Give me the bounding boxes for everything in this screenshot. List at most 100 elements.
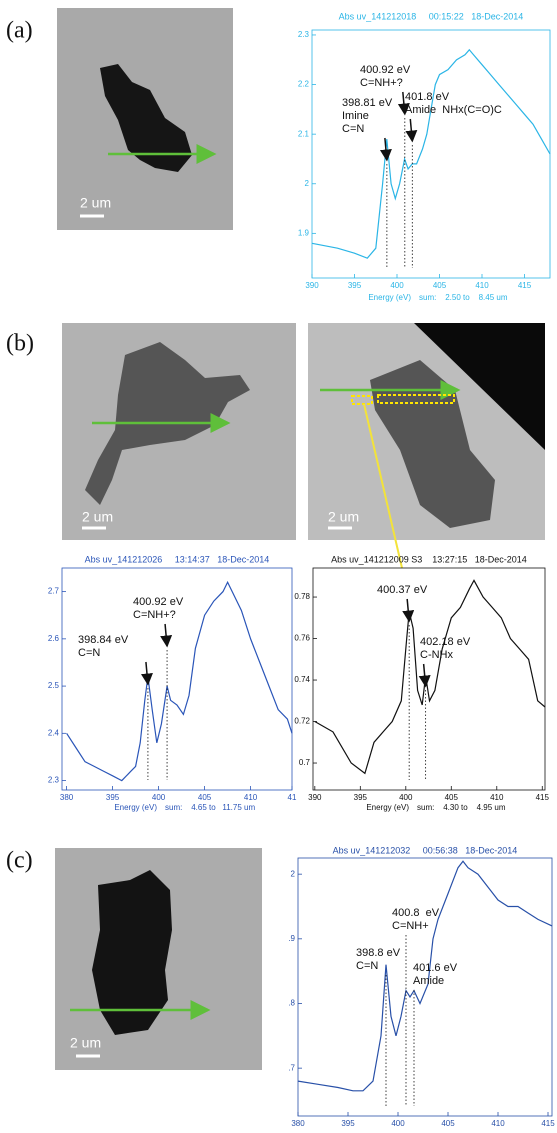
peak-annotation: C=NH+ bbox=[392, 920, 429, 932]
y-tick-label: 2.2 bbox=[298, 80, 310, 89]
x-axis-label: Energy (eV) bbox=[368, 293, 411, 302]
x-tick-label: 410 bbox=[490, 793, 504, 802]
y-tick-label: 2.4 bbox=[48, 728, 60, 737]
peak-annotation: C=N bbox=[78, 647, 100, 659]
spectrum-line bbox=[314, 579, 546, 775]
x-tick-label: 415 bbox=[541, 1119, 555, 1128]
peak-annotation: 398.84 eV bbox=[78, 634, 129, 646]
panel-label: (a) bbox=[6, 18, 33, 44]
x-tick-label: 380 bbox=[291, 1119, 305, 1128]
x-tick-label: 400 bbox=[152, 793, 166, 802]
x-axis-footer: sum: 4.65 to 11.75 um bbox=[165, 803, 255, 812]
panel-label: (b) bbox=[6, 331, 34, 357]
x-axis-label: Energy (eV) bbox=[114, 803, 157, 812]
peak-annotation: C=NH+? bbox=[360, 77, 403, 89]
micrograph: 2 um bbox=[57, 8, 233, 230]
arrow bbox=[160, 623, 173, 648]
peak-annotation: Imine bbox=[342, 110, 369, 122]
peak-annotation: C-NHx bbox=[420, 649, 453, 661]
micrograph: 2 um bbox=[62, 323, 296, 540]
peak-annotation: Amide bbox=[413, 975, 444, 987]
peak-annotation: 400.92 eV bbox=[360, 64, 411, 76]
arrow bbox=[405, 118, 418, 143]
peak-annotation: 398.8 eV bbox=[356, 947, 401, 959]
peak-annotation: C=N bbox=[342, 123, 364, 135]
x-tick-label: 405 bbox=[433, 281, 447, 290]
scale-bar-label: 2 um bbox=[328, 509, 359, 525]
peak-annotation: 400.92 eV bbox=[133, 596, 184, 608]
micrograph: 2 um bbox=[308, 323, 545, 569]
y-tick-label: 1.9 bbox=[298, 228, 310, 237]
arrow bbox=[418, 663, 431, 688]
x-tick-label: 410 bbox=[475, 281, 489, 290]
y-tick-label: 2.5 bbox=[48, 681, 60, 690]
y-tick-label: .7 bbox=[288, 1063, 295, 1072]
spectrum-line bbox=[297, 860, 553, 1092]
peak-annotation: Amide NHx(C=O)C bbox=[405, 104, 502, 116]
peak-annotation: 400.8 eV bbox=[392, 907, 440, 919]
y-tick-label: 0.74 bbox=[294, 675, 310, 684]
arrow bbox=[141, 661, 153, 686]
x-axis-label: Energy (eV) bbox=[366, 803, 409, 812]
x-tick-label: 400 bbox=[391, 1119, 405, 1128]
chart-header: Abs uv_141212032 00:56:38 18-Dec-2014 bbox=[333, 845, 518, 855]
y-tick-label: 2.6 bbox=[48, 634, 60, 643]
arrow bbox=[379, 137, 392, 162]
y-tick-label: 2.3 bbox=[48, 776, 60, 785]
peak-annotation: 401.6 eV bbox=[413, 962, 458, 974]
scale-bar-label: 2 um bbox=[82, 509, 113, 525]
scale-bar-label: 2 um bbox=[80, 195, 111, 211]
x-tick-label: 405 bbox=[445, 793, 459, 802]
x-tick-label: 380 bbox=[60, 793, 74, 802]
x-tick-label: 410 bbox=[491, 1119, 505, 1128]
x-tick-label: 41 bbox=[288, 793, 297, 802]
y-tick-label: 0.72 bbox=[294, 717, 310, 726]
plot-frame bbox=[297, 857, 553, 1117]
y-tick-label: 2 bbox=[291, 869, 296, 878]
y-tick-label: 0.76 bbox=[294, 634, 310, 643]
y-tick-label: .9 bbox=[288, 934, 295, 943]
peak-annotation: 401.8 eV bbox=[405, 91, 450, 103]
y-tick-label: 2 bbox=[305, 179, 310, 188]
x-tick-label: 400 bbox=[399, 793, 413, 802]
x-tick-label: 390 bbox=[305, 281, 319, 290]
x-tick-label: 415 bbox=[518, 281, 532, 290]
scale-bar-label: 2 um bbox=[70, 1035, 101, 1051]
x-tick-label: 405 bbox=[441, 1119, 455, 1128]
y-tick-label: 0.7 bbox=[299, 758, 311, 767]
x-tick-label: 415 bbox=[536, 793, 550, 802]
chart-header: Abs uv_141212009 S3 13:27:15 18-Dec-2014 bbox=[331, 554, 527, 564]
y-tick-label: 2.3 bbox=[298, 30, 310, 39]
x-tick-label: 390 bbox=[308, 793, 322, 802]
plot-frame bbox=[311, 29, 551, 279]
spectrum-line bbox=[311, 48, 551, 259]
x-axis-footer: sum: 2.50 to 8.45 um bbox=[419, 293, 508, 302]
peak-annotation: 398.81 eV bbox=[342, 97, 393, 109]
plot-frame bbox=[61, 567, 293, 791]
micrograph: 2 um bbox=[55, 848, 262, 1070]
x-tick-label: 400 bbox=[390, 281, 404, 290]
peak-annotation: 402.18 eV bbox=[420, 636, 471, 648]
y-tick-label: 2.7 bbox=[48, 587, 60, 596]
chart-header: Abs uv_141212026 13:14:37 18-Dec-2014 bbox=[85, 554, 270, 564]
x-tick-label: 405 bbox=[198, 793, 212, 802]
chart-header: Abs uv_141212018 00:15:22 18-Dec-2014 bbox=[339, 11, 524, 21]
x-tick-label: 395 bbox=[106, 793, 120, 802]
x-tick-label: 395 bbox=[341, 1119, 355, 1128]
peak-annotation: C=N bbox=[356, 960, 378, 972]
x-tick-label: 395 bbox=[354, 793, 368, 802]
arrow bbox=[397, 91, 410, 116]
peak-annotation: C=NH+? bbox=[133, 609, 176, 621]
panel-label: (c) bbox=[6, 848, 33, 874]
x-tick-label: 395 bbox=[348, 281, 362, 290]
arrow bbox=[402, 598, 415, 623]
plot-frame bbox=[312, 567, 546, 791]
x-axis-footer: sum: 4.30 to 4.95 um bbox=[417, 803, 506, 812]
spectrum-line bbox=[66, 580, 293, 782]
y-tick-label: 2.1 bbox=[298, 129, 310, 138]
x-tick-label: 410 bbox=[244, 793, 258, 802]
peak-annotation: 400.37 eV bbox=[377, 584, 428, 596]
y-tick-label: 0.78 bbox=[294, 592, 310, 601]
y-tick-label: .8 bbox=[288, 999, 295, 1008]
